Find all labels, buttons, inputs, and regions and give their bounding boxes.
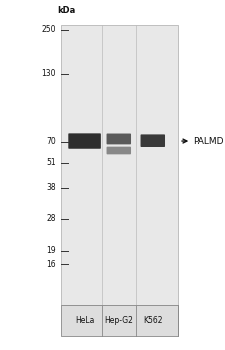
Text: 19: 19 bbox=[46, 246, 56, 256]
Text: 16: 16 bbox=[46, 260, 56, 269]
FancyBboxPatch shape bbox=[141, 134, 165, 147]
Text: K562: K562 bbox=[143, 316, 162, 325]
FancyBboxPatch shape bbox=[106, 147, 131, 154]
Text: 51: 51 bbox=[46, 158, 56, 167]
Bar bbox=[61, 25, 178, 304]
Text: 70: 70 bbox=[46, 137, 56, 146]
Text: 38: 38 bbox=[46, 183, 56, 192]
Bar bbox=[61, 304, 178, 336]
FancyBboxPatch shape bbox=[68, 133, 101, 149]
Text: kDa: kDa bbox=[58, 6, 76, 15]
Text: Hep-G2: Hep-G2 bbox=[104, 316, 133, 325]
FancyBboxPatch shape bbox=[106, 133, 131, 144]
Text: PALMD: PALMD bbox=[193, 136, 224, 146]
Text: 250: 250 bbox=[41, 25, 56, 34]
Text: 130: 130 bbox=[41, 69, 56, 78]
Text: 28: 28 bbox=[46, 214, 56, 223]
Text: HeLa: HeLa bbox=[75, 316, 94, 325]
